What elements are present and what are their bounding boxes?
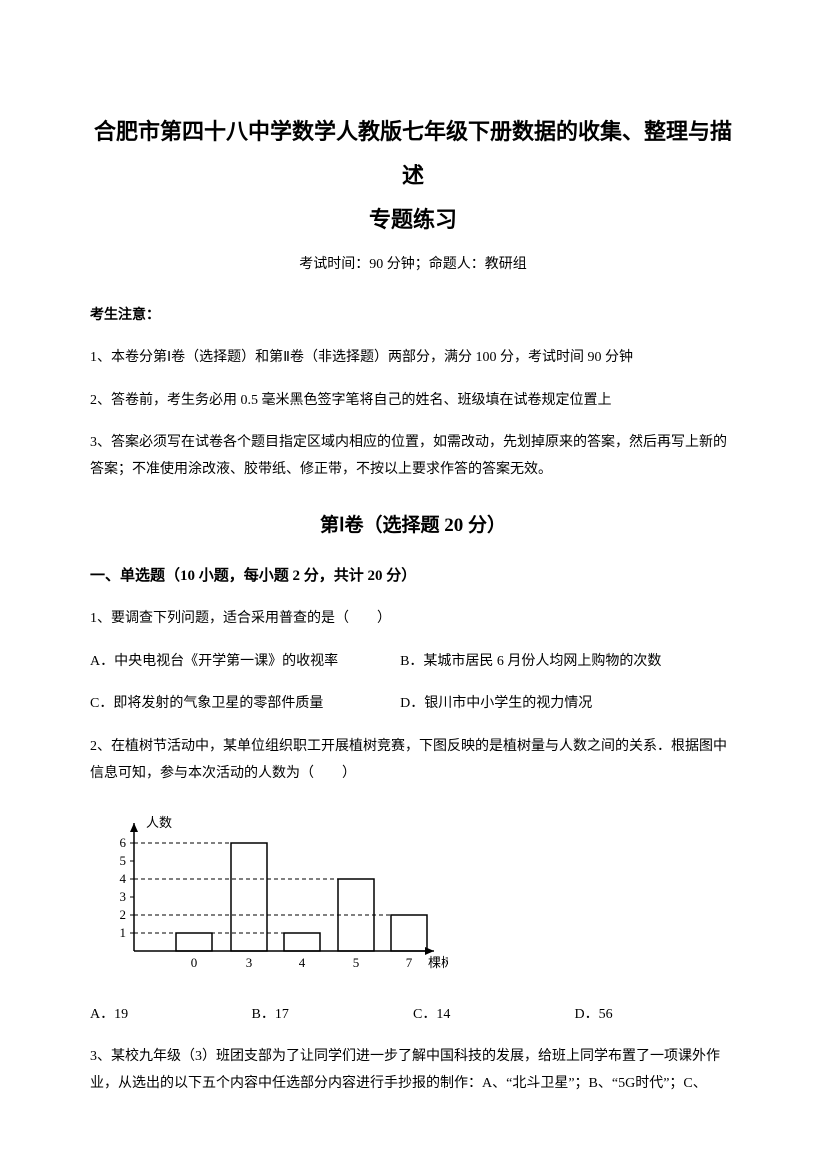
svg-text:2: 2 [120, 907, 127, 922]
section1-heading: 第Ⅰ卷（选择题 20 分） [90, 508, 736, 544]
q2-chart: 1 2 3 4 5 6 0 3 4 5 7 人数棵树 [108, 803, 736, 984]
title-line2: 专题练习 [90, 198, 736, 242]
q1-row1: A．中央电视台《开学第一课》的收视率 B．某城市居民 6 月份人均网上购物的次数 [90, 649, 736, 676]
svg-text:3: 3 [120, 889, 127, 904]
svg-text:4: 4 [120, 871, 127, 886]
notice-item-1: 1、本卷分第Ⅰ卷（选择题）和第Ⅱ卷（非选择题）两部分，满分 100 分，考试时间… [90, 345, 736, 372]
svg-text:6: 6 [120, 835, 127, 850]
q2-opt-d: D．56 [575, 1002, 737, 1029]
q1-row2: C．即将发射的气象卫星的零部件质量 D．银川市中小学生的视力情况 [90, 691, 736, 718]
svg-text:人数: 人数 [146, 815, 172, 830]
q1-opt-a: A．中央电视台《开学第一课》的收视率 [90, 649, 400, 676]
exam-meta: 考试时间：90 分钟；命题人：教研组 [90, 252, 736, 279]
svg-text:5: 5 [353, 955, 360, 970]
svg-text:5: 5 [120, 853, 127, 868]
q1-opt-d: D．银川市中小学生的视力情况 [400, 691, 710, 718]
svg-text:4: 4 [299, 955, 306, 970]
q3-stem: 3、某校九年级（3）班团支部为了让同学们进一步了解中国科技的发展，给班上同学布置… [90, 1044, 736, 1097]
q2-opt-a: A．19 [90, 1002, 252, 1029]
notice-item-2: 2、答卷前，考生务必用 0.5 毫米黑色签字笔将自己的姓名、班级填在试卷规定位置… [90, 388, 736, 415]
title-line1: 合肥市第四十八中学数学人教版七年级下册数据的收集、整理与描述 [90, 110, 736, 198]
q2-opt-c: C．14 [413, 1002, 575, 1029]
notice-heading: 考生注意： [90, 303, 736, 330]
q1-opt-c: C．即将发射的气象卫星的零部件质量 [90, 691, 400, 718]
exam-page: 合肥市第四十八中学数学人教版七年级下册数据的收集、整理与描述 专题练习 考试时间… [0, 0, 826, 1174]
svg-text:0: 0 [191, 955, 198, 970]
q2-stem: 2、在植树节活动中，某单位组织职工开展植树竞赛，下图反映的是植树量与人数之间的关… [90, 734, 736, 787]
svg-text:棵树: 棵树 [428, 955, 448, 970]
notice-item-3: 3、答案必须写在试卷各个题目指定区域内相应的位置，如需改动，先划掉原来的答案，然… [90, 430, 736, 483]
bar-chart-svg: 1 2 3 4 5 6 0 3 4 5 7 人数棵树 [108, 803, 448, 973]
q1-opt-b: B．某城市居民 6 月份人均网上购物的次数 [400, 649, 710, 676]
svg-text:7: 7 [406, 955, 413, 970]
svg-text:1: 1 [120, 925, 127, 940]
svg-text:3: 3 [246, 955, 253, 970]
q2-options-row: A．19 B．17 C．14 D．56 [90, 1002, 736, 1029]
q2-opt-b: B．17 [252, 1002, 414, 1029]
section1-subheading: 一、单选题（10 小题，每小题 2 分，共计 20 分） [90, 562, 736, 591]
q1-stem: 1、要调查下列问题，适合采用普查的是（ ） [90, 606, 736, 633]
